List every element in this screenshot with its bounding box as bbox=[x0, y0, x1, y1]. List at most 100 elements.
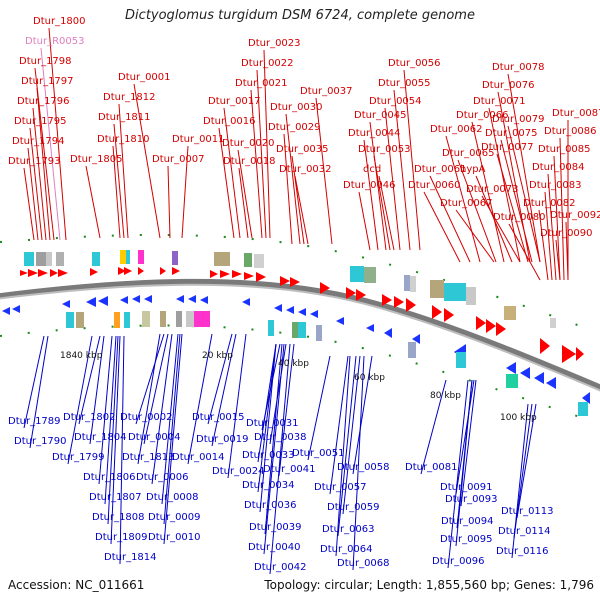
leader-line bbox=[23, 167, 35, 241]
reverse-gene-label: Dtur_0002 bbox=[120, 412, 173, 423]
reverse-gene-arrow bbox=[534, 372, 544, 384]
reverse-gene-label: Dtur_0068 bbox=[337, 558, 390, 569]
cog-block bbox=[66, 312, 74, 328]
cog-block bbox=[410, 276, 416, 292]
leader-line bbox=[135, 333, 165, 425]
reverse-gene-label: Dtur_0014 bbox=[172, 452, 225, 463]
leader-line bbox=[516, 403, 537, 519]
leader-line bbox=[112, 145, 121, 239]
cog-block bbox=[578, 402, 588, 416]
leader-line bbox=[264, 343, 283, 535]
cog-block bbox=[292, 322, 298, 338]
reverse-gene-label: Dtur_1802 bbox=[63, 412, 116, 423]
forward-gene-label: Dtur_0023 bbox=[248, 38, 301, 49]
forward-gene-arrow bbox=[382, 294, 392, 306]
leader-line bbox=[511, 403, 529, 559]
cog-block bbox=[186, 311, 194, 327]
forward-gene-label: Dtur_0055 bbox=[378, 78, 431, 89]
forward-gene-arrow bbox=[320, 282, 330, 294]
forward-gene-label: Dtur_0054 bbox=[369, 96, 422, 107]
forward-gene-arrow bbox=[232, 270, 242, 278]
forward-gene-arrow bbox=[90, 268, 98, 276]
forward-gene-label: Dtur_1797 bbox=[21, 76, 74, 87]
reverse-gene-arrow bbox=[412, 334, 420, 344]
leader-line bbox=[40, 47, 61, 241]
leader-line bbox=[133, 83, 161, 239]
reverse-gene-arrow bbox=[176, 295, 184, 303]
forward-gene-label: dcd bbox=[363, 164, 381, 175]
forward-gene-label: Dtur_0085 bbox=[538, 144, 591, 155]
reverse-gene-label: Dtur_0081 bbox=[405, 462, 458, 473]
leader-line bbox=[342, 355, 361, 515]
leader-line bbox=[508, 223, 541, 281]
leader-line bbox=[384, 107, 401, 251]
forward-gene-arrow bbox=[476, 316, 486, 330]
outer-tick-track-forward bbox=[0, 233, 600, 335]
forward-gene-arrow bbox=[496, 322, 506, 336]
leader-line bbox=[538, 209, 549, 281]
leader-line bbox=[211, 333, 237, 447]
cog-block bbox=[172, 251, 178, 265]
leader-line bbox=[263, 49, 271, 239]
reverse-gene-label: Dtur_0113 bbox=[501, 506, 554, 517]
reverse-gene-label: Dtur_0116 bbox=[496, 546, 549, 557]
reverse-gene-arrow bbox=[62, 300, 70, 308]
leader-line bbox=[238, 167, 249, 239]
reverse-gene-label: Dtur_0031 bbox=[246, 418, 299, 429]
forward-gene-label: Dtur_1811 bbox=[98, 112, 151, 123]
reverse-gene-arrow bbox=[188, 295, 196, 303]
leader-line bbox=[373, 155, 391, 251]
cog-block bbox=[142, 311, 150, 327]
leader-line bbox=[151, 333, 173, 485]
forward-gene-track bbox=[20, 267, 584, 363]
forward-gene-label: Dtur_0061 bbox=[414, 164, 467, 175]
leader-line bbox=[352, 355, 365, 571]
cog-block bbox=[76, 312, 84, 328]
forward-gene-arrow bbox=[38, 269, 48, 277]
forward-gene-arrow bbox=[50, 269, 58, 277]
forward-gene-label: Dtur_0087 bbox=[552, 108, 600, 119]
reverse-gene-arrow bbox=[2, 307, 10, 315]
forward-gene-arrow bbox=[20, 270, 28, 276]
forward-gene-arrow bbox=[138, 267, 144, 275]
reverse-gene-label: Dtur_1813 bbox=[122, 452, 175, 463]
leader-line bbox=[256, 69, 267, 239]
genome-backbone-arc bbox=[0, 278, 600, 391]
cog-block bbox=[120, 250, 126, 264]
cog-block bbox=[364, 267, 376, 283]
forward-gene-arrow bbox=[346, 287, 356, 299]
reverse-gene-arrow bbox=[86, 297, 96, 307]
cog-block bbox=[244, 253, 252, 267]
reverse-gene-label: Dtur_0095 bbox=[440, 534, 493, 545]
forward-gene-label: Dtur_0030 bbox=[270, 102, 323, 113]
forward-gene-label: Dtur_0073 bbox=[466, 184, 519, 195]
leader-line bbox=[113, 123, 125, 239]
forward-gene-label: Dtur_0029 bbox=[268, 122, 321, 133]
forward-gene-label: Dtur_1805 bbox=[70, 154, 123, 165]
forward-gene-label: Dtur_0018 bbox=[223, 156, 276, 167]
cog-block bbox=[138, 250, 144, 264]
forward-gene-arrow bbox=[244, 272, 254, 280]
leader-line bbox=[223, 107, 241, 239]
leader-line bbox=[227, 333, 247, 479]
leader-line bbox=[369, 121, 387, 251]
leader-line bbox=[447, 379, 469, 569]
forward-gene-label: Dtur_0062 bbox=[430, 124, 483, 135]
reverse-gene-arrow bbox=[506, 362, 516, 374]
leader-line bbox=[445, 135, 481, 263]
leader-line bbox=[110, 335, 121, 545]
reverse-gene-arrow bbox=[12, 305, 20, 313]
gene-labels: Dtur_1800 Dtur_R0053 Dtur_1798 Dtur_1797 Dtu… bbox=[8, 16, 600, 573]
forward-gene-label: Dtur_0035 bbox=[276, 144, 329, 155]
leader-line bbox=[118, 103, 129, 239]
reverse-gene-label: Dtur_0058 bbox=[337, 462, 390, 473]
cog-block bbox=[298, 322, 306, 338]
leader-line bbox=[89, 335, 105, 445]
leader-line bbox=[27, 147, 39, 241]
cog-block bbox=[214, 252, 230, 266]
leader-line bbox=[544, 191, 553, 281]
reverse-gene-arrow bbox=[520, 367, 530, 379]
reverse-gene-arrow bbox=[286, 306, 294, 314]
leader-line bbox=[423, 191, 461, 263]
reverse-gene-arrow bbox=[298, 308, 306, 316]
